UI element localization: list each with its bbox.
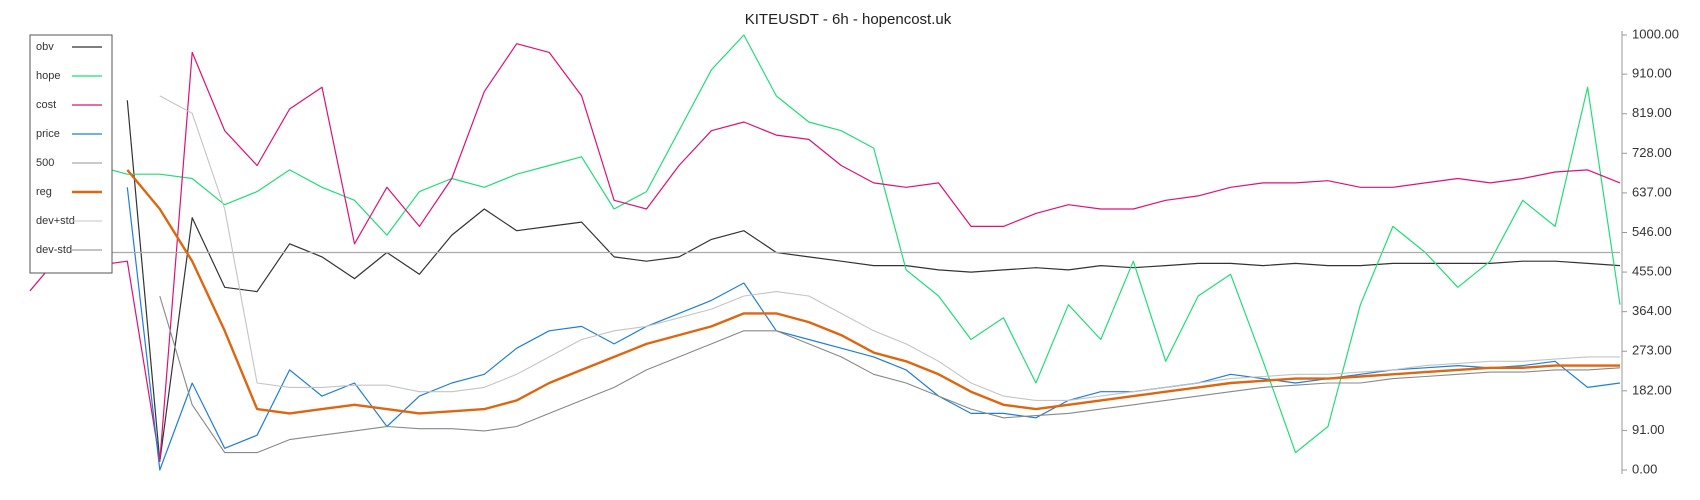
- legend-label: reg: [36, 186, 52, 198]
- y-tick-label: 728.00: [1632, 145, 1672, 160]
- y-tick-label: 182.00: [1632, 382, 1672, 397]
- y-tick-label: 1000.00: [1632, 26, 1679, 41]
- legend-label: 500: [36, 157, 54, 169]
- series-line: [126, 169, 1620, 415]
- y-tick-label: 910.00: [1632, 66, 1672, 81]
- legend-label: obv: [36, 41, 54, 53]
- y-tick-label: 546.00: [1632, 224, 1672, 239]
- y-tick-label: 364.00: [1632, 303, 1672, 318]
- y-tick-label: 91.00: [1632, 422, 1665, 437]
- legend-label: dev-std: [36, 244, 72, 256]
- legend: obv hope cost price 500 reg dev+std dev-std: [29, 34, 113, 274]
- legend-label: dev+std: [36, 215, 75, 227]
- legend-label: hope: [36, 70, 60, 82]
- legend-label: cost: [36, 99, 56, 111]
- legend-box: [29, 34, 113, 274]
- series-line: [159, 295, 1621, 454]
- series-line: [159, 95, 1620, 401]
- series-line: [126, 100, 1621, 462]
- y-tick-label: 0.00: [1632, 461, 1657, 476]
- y-tick-label: 819.00: [1632, 105, 1672, 120]
- y-tick-label: 637.00: [1632, 184, 1672, 199]
- legend-label: price: [36, 128, 60, 140]
- series-line: [94, 34, 1621, 454]
- y-tick-label: 455.00: [1632, 264, 1672, 279]
- chart-title: KITEUSDT - 6h - hopencost.uk: [745, 11, 952, 28]
- y-tick-label: 273.00: [1632, 343, 1672, 358]
- series-line: [126, 187, 1621, 471]
- series-line: [29, 43, 1621, 462]
